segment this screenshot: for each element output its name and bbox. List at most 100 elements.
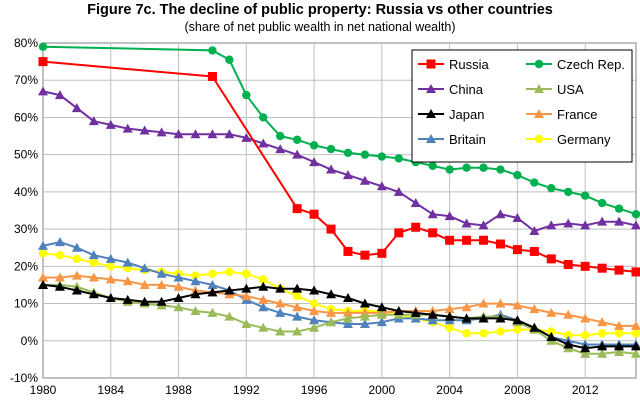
data-point-japan: [478, 313, 489, 323]
data-point-china: [393, 186, 404, 196]
x-tick-label: 1996: [301, 383, 328, 397]
data-point-japan: [258, 281, 269, 291]
data-point-france: [495, 298, 506, 308]
x-tick-label: 1992: [233, 383, 260, 397]
data-point-britain: [427, 315, 438, 325]
legend-item-russia: Russia: [418, 57, 490, 72]
data-point-czech-rep: [309, 141, 319, 150]
data-point-usa: [631, 348, 640, 358]
data-point-france: [156, 279, 167, 289]
data-point-china: [478, 220, 489, 230]
data-point-china: [241, 132, 252, 142]
data-point-japan: [122, 294, 133, 304]
data-point-russia: [377, 248, 387, 258]
data-point-france: [241, 291, 252, 301]
data-point-czech-rep: [208, 46, 217, 55]
data-point-germany: [55, 250, 65, 260]
data-point-czech-rep: [292, 135, 302, 144]
legend-label: France: [557, 107, 597, 122]
data-point-china: [258, 138, 269, 148]
data-point-britain: [156, 268, 167, 278]
data-point-czech-rep: [462, 163, 471, 172]
data-point-china: [546, 220, 557, 230]
data-point-china: [580, 220, 591, 230]
data-point-czech-rep: [530, 178, 539, 187]
data-point-russia: [529, 246, 539, 256]
data-point-china: [139, 125, 150, 135]
y-tick-label: -10%: [10, 371, 38, 385]
legend-marker: [426, 134, 436, 143]
data-point-czech-rep: [631, 210, 640, 219]
data-point-usa: [597, 348, 608, 358]
data-point-japan: [359, 298, 370, 308]
x-tick-label: 1984: [97, 383, 124, 397]
data-point-russia: [495, 239, 505, 249]
data-point-japan: [495, 313, 506, 323]
data-point-france: [122, 276, 133, 286]
data-point-france: [546, 307, 557, 317]
data-point-britain: [88, 250, 99, 260]
data-point-japan: [461, 313, 472, 323]
data-point-japan: [512, 315, 523, 325]
legend-label: Russia: [449, 57, 490, 72]
data-point-czech-rep: [360, 150, 370, 159]
data-point-czech-rep: [394, 154, 403, 163]
data-point-china: [224, 129, 235, 139]
legend-item-japan: Japan: [418, 107, 484, 122]
data-point-germany: [89, 258, 99, 267]
data-point-japan: [156, 296, 167, 306]
data-point-russia: [394, 228, 404, 238]
legend-item-czech-rep: Czech Rep.: [526, 57, 625, 72]
data-point-usa: [258, 322, 269, 332]
data-point-france: [309, 306, 320, 315]
x-tick-label: 2008: [504, 383, 531, 397]
data-point-france: [512, 300, 523, 310]
data-point-czech-rep: [564, 187, 573, 197]
data-point-china: [614, 216, 625, 226]
data-point-china: [410, 198, 421, 208]
data-point-russia: [428, 228, 438, 238]
legend-box: [411, 49, 633, 163]
data-point-china: [190, 129, 201, 139]
data-point-japan: [410, 307, 421, 317]
data-point-britain: [342, 319, 353, 329]
data-point-usa: [173, 302, 184, 312]
data-point-china: [275, 144, 286, 154]
data-point-britain: [54, 237, 65, 247]
data-point-france: [529, 304, 540, 314]
x-axis-ticks: 1980 1984 1988 1992 1996 2000 2004 2008 2012: [30, 383, 599, 397]
x-tick-label: 1988: [165, 383, 192, 397]
legend-label: China: [449, 82, 484, 97]
data-point-czech-rep: [428, 161, 437, 171]
data-point-britain: [207, 279, 218, 289]
data-point-china: [376, 181, 387, 191]
data-point-france: [563, 309, 574, 319]
data-point-france: [258, 294, 269, 304]
legend-item-china: China: [418, 82, 484, 97]
data-point-china: [359, 175, 370, 185]
series-czech-rep: [38, 42, 640, 219]
y-tick-label: 60%: [14, 110, 38, 124]
data-point-russia: [445, 235, 455, 245]
data-point-usa: [241, 319, 252, 329]
data-point-czech-rep: [580, 191, 590, 200]
data-point-germany: [580, 330, 590, 340]
data-point-russia: [292, 204, 302, 214]
data-point-usa: [359, 311, 370, 321]
data-point-japan: [207, 287, 218, 297]
data-point-france: [478, 298, 489, 308]
data-point-usa: [275, 326, 286, 336]
legend-marker: [426, 84, 436, 93]
legend-marker: [534, 109, 544, 118]
y-tick-label: 40%: [14, 185, 38, 199]
data-point-usa: [580, 348, 591, 358]
data-point-britain: [258, 302, 269, 312]
data-point-japan: [139, 296, 150, 306]
data-point-czech-rep: [276, 131, 285, 141]
data-point-china: [563, 218, 574, 228]
series-line-china: [42, 90, 637, 232]
data-point-china: [631, 220, 640, 230]
y-tick-label: 80%: [14, 36, 38, 50]
data-point-russia: [631, 267, 640, 277]
data-point-russia: [411, 222, 421, 232]
